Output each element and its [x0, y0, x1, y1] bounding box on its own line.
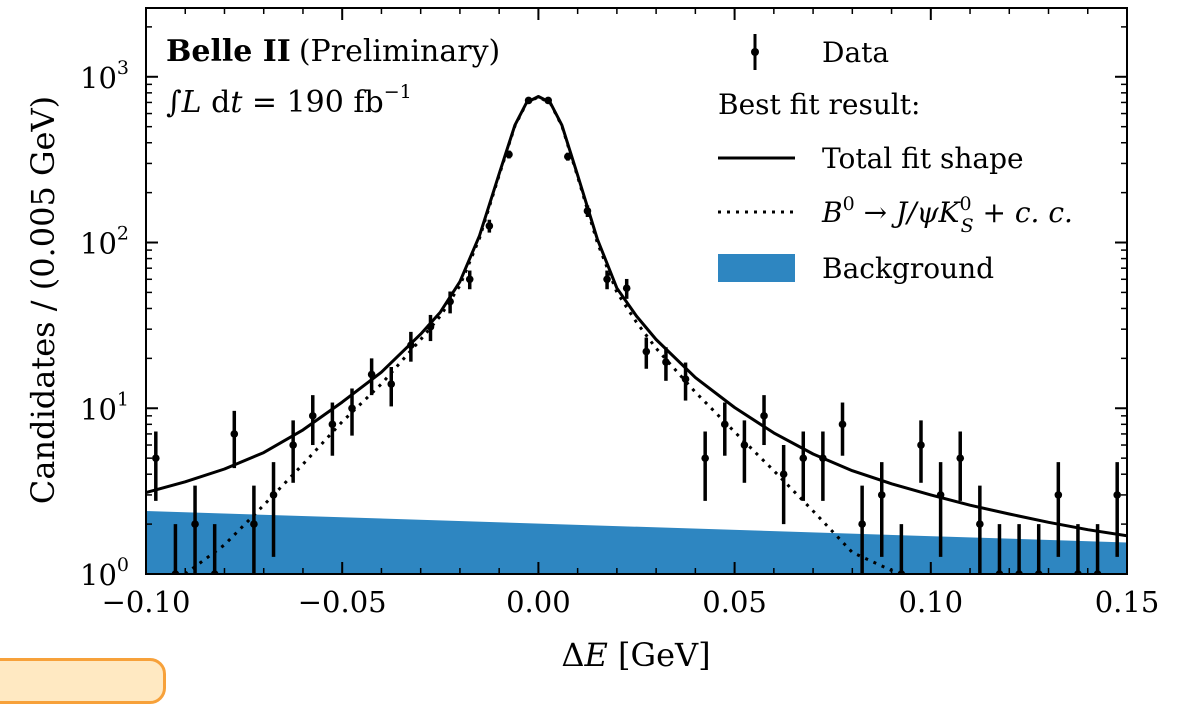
data-point: [662, 347, 670, 381]
data-point: [1113, 462, 1121, 557]
data-point: [799, 431, 808, 501]
data-point: [485, 219, 494, 233]
data-point: [564, 152, 572, 161]
data-point: [465, 270, 474, 290]
lumi-d: d: [202, 85, 231, 120]
data-point: [740, 420, 749, 483]
data-point: [819, 431, 827, 501]
x-tick-label: 0.10: [899, 585, 964, 619]
x-axis-title: ΔE [GeV]: [561, 636, 710, 674]
lumi-value: = 190 fb: [242, 85, 383, 120]
data-point: [681, 362, 690, 401]
data-point: [407, 331, 415, 362]
data-point: [191, 485, 199, 574]
data-point: [760, 395, 768, 446]
chart: −0.10 −0.05 0.00 0.05 0.10 0.15 100 101 102 103 C…: [24, 7, 1160, 674]
total-fit-line: [146, 95, 1127, 538]
legend-header: Best fit result:: [718, 88, 921, 121]
orange-tab: [0, 658, 166, 704]
data-point: [348, 388, 356, 436]
legend: Data Best fit result: Total fit shape B0…: [718, 34, 1073, 285]
data-point: [583, 205, 592, 217]
experiment-name: Belle II: [166, 34, 291, 69]
luminosity-label: ∫L dt = 190 fb−1: [166, 81, 412, 120]
legend-signal-K-sup: 0: [959, 193, 971, 215]
plot-area: −0.10 −0.05 0.00 0.05 0.10 0.15 100 101 102 103: [80, 7, 1160, 619]
data-point: [603, 270, 611, 290]
x-tick-label: −0.05: [298, 585, 387, 619]
lumi-t: t: [230, 85, 243, 120]
legend-signal-B: B: [821, 196, 843, 229]
data-point: [779, 445, 788, 525]
legend-total-label: Total fit shape: [822, 142, 1024, 175]
data-point: [956, 431, 965, 501]
y-tick-label: 102: [80, 223, 129, 261]
data-point: [622, 278, 631, 299]
data-point: [838, 402, 847, 456]
data-point: [152, 431, 160, 501]
plot-frame: [145, 7, 1128, 575]
data-point: [269, 462, 278, 557]
data-point: [917, 420, 925, 483]
legend-signal-cc: + c. c.: [974, 196, 1073, 229]
legend-signal-K-sub: S: [961, 215, 974, 237]
legend-data-marker: [751, 48, 759, 56]
legend-background-label: Background: [822, 252, 994, 285]
lumi-integral: ∫: [166, 85, 182, 120]
x-axis-unit: [GeV]: [608, 636, 711, 674]
data-point: [446, 291, 454, 314]
data-point: [367, 358, 376, 396]
lumi-exp: −1: [384, 81, 412, 103]
data-point: [328, 402, 337, 456]
data-point: [250, 485, 258, 574]
legend-data-label: Data: [822, 36, 889, 69]
legend-background-swatch: [718, 254, 795, 282]
data-point: [701, 431, 709, 501]
x-tick-label: 0.15: [1095, 585, 1160, 619]
data-point: [426, 314, 435, 342]
y-tick-label: 101: [80, 388, 129, 426]
experiment-status: (Preliminary): [299, 34, 500, 69]
x-tick-label: 0.00: [506, 585, 571, 619]
signal-fit-line: [184, 95, 901, 574]
data-point: [936, 462, 945, 557]
experiment-label: Belle II (Preliminary): [166, 34, 500, 69]
data-point: [387, 366, 396, 407]
y-axis-title: Candidates / (0.005 GeV): [24, 96, 62, 504]
data-point: [976, 485, 984, 574]
background-area: [146, 510, 1127, 574]
data-point: [720, 402, 729, 456]
data-point: [1054, 462, 1063, 557]
x-tick-label: −0.10: [102, 585, 191, 619]
legend-signal-arrow: →: [855, 196, 896, 229]
data-point: [642, 337, 651, 369]
data-point: [505, 150, 513, 159]
legend-signal-B-sup: 0: [843, 193, 855, 215]
x-axis-var: E: [584, 636, 608, 674]
data-point: [524, 96, 533, 105]
legend-signal-jpsi: J/ψK: [891, 196, 962, 229]
data-point: [308, 395, 317, 446]
data-point: [544, 96, 553, 105]
data-point: [289, 420, 297, 483]
data-point: [230, 410, 239, 469]
x-axis-delta: Δ: [561, 636, 584, 674]
y-tick-label: 103: [80, 57, 129, 95]
lumi-L: L: [181, 85, 202, 120]
data-point: [877, 462, 886, 557]
y-tick-label: 100: [80, 554, 129, 592]
x-tick-label: 0.05: [702, 585, 767, 619]
legend-signal-label: B0 → J/ψK0 S + c. c.: [821, 193, 1073, 237]
plot-content: [146, 95, 1127, 574]
data-point: [858, 485, 866, 574]
